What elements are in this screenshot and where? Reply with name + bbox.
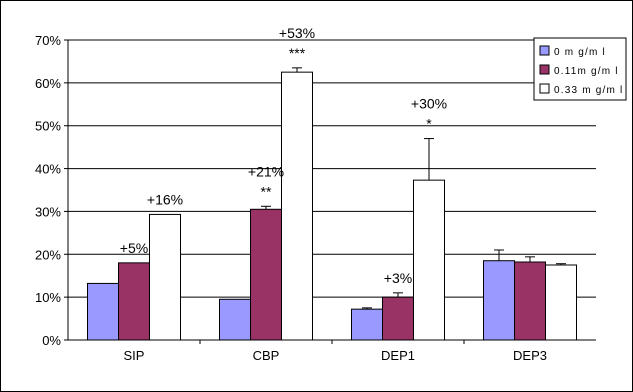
significance-stars: *	[426, 116, 432, 132]
legend: 0 m g/m l 0.11m g/m l 0.33 m g/m l	[533, 37, 627, 101]
x-tick-label: CBP	[253, 348, 280, 363]
percent-change-label: +3%	[384, 270, 412, 286]
bar-cbp-series-2	[250, 208, 282, 341]
percent-change-label: +30%	[411, 96, 447, 112]
legend-label: 0.33 m g/m l	[554, 85, 623, 96]
bars	[87, 71, 577, 341]
y-tick-label: 60%	[35, 76, 61, 91]
legend-label: 0 m g/m l	[554, 47, 606, 58]
x-axis-labels: SIP CBP DEP1 DEP3	[124, 348, 547, 363]
x-tick-label: DEP3	[513, 348, 547, 363]
y-axis-ticks: 0% 10% 20% 30% 40% 50% 60% 70%	[35, 33, 68, 348]
bar-dep1-series-3	[413, 179, 445, 341]
bar-dep1-series-1	[351, 308, 383, 341]
y-tick-label: 20%	[35, 247, 61, 262]
axes	[67, 40, 596, 344]
y-tick-label: 70%	[35, 33, 61, 48]
bar-sip-series-3	[149, 213, 181, 341]
percent-change-label: +16%	[147, 191, 183, 207]
y-tick-label: 50%	[35, 119, 61, 134]
bar-dep3-series-1	[483, 260, 515, 341]
bar-cbp-series-1	[219, 298, 251, 341]
significance-stars: **	[261, 183, 272, 199]
y-tick-label: 40%	[35, 162, 61, 177]
x-tick-label: SIP	[124, 348, 145, 363]
bar-dep3-series-3	[545, 264, 577, 341]
bar-sip-series-2	[118, 262, 150, 341]
percent-change-label: +21%	[248, 163, 284, 179]
bar-dep3-series-2	[514, 261, 546, 341]
annotations: +5% +16% +21% ** +53% *** +3% +30% *	[120, 25, 447, 286]
legend-label: 0.11m g/m l	[554, 66, 619, 77]
bar-cbp-series-3	[281, 71, 313, 341]
bar-dep1-series-2	[382, 296, 414, 341]
legend-swatch	[539, 64, 550, 75]
significance-stars: ***	[289, 45, 306, 61]
percent-change-label: +53%	[279, 25, 315, 41]
error-bars	[261, 67, 566, 310]
y-tick-label: 0%	[42, 333, 61, 348]
bar-sip-series-1	[87, 282, 119, 341]
legend-swatch	[539, 45, 550, 56]
percent-change-label: +5%	[120, 240, 148, 256]
x-tick-label: DEP1	[381, 348, 415, 363]
legend-swatch	[539, 83, 550, 94]
y-tick-label: 10%	[35, 290, 61, 305]
y-tick-label: 30%	[35, 204, 61, 219]
